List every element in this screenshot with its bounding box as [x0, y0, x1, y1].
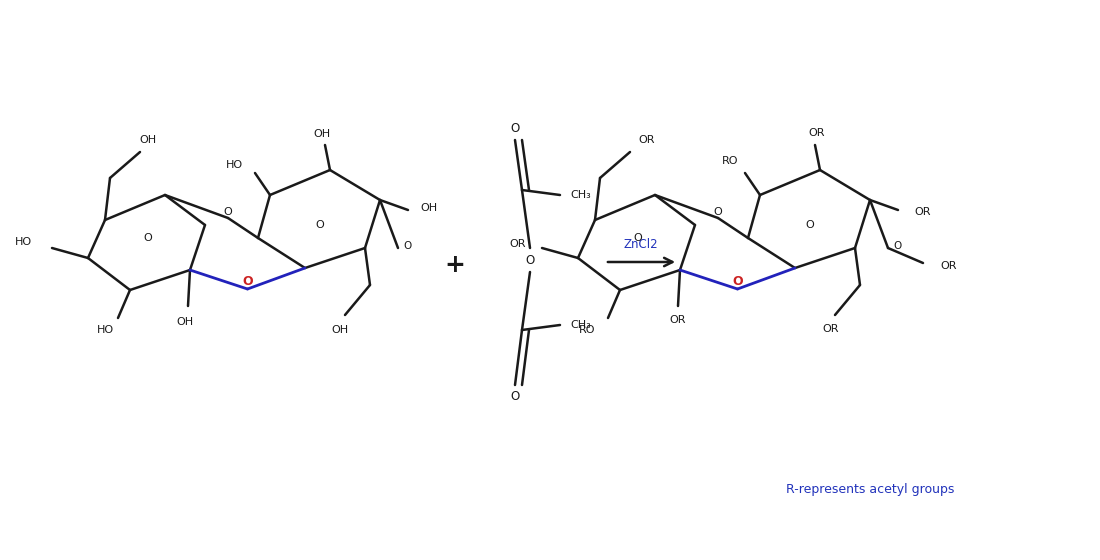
Text: OH: OH: [331, 325, 349, 335]
Text: ZnCl2: ZnCl2: [624, 237, 658, 250]
Text: O: O: [316, 220, 324, 230]
Text: OR: OR: [823, 324, 839, 334]
Text: OR: OR: [670, 315, 686, 325]
Text: CH₃: CH₃: [570, 320, 591, 330]
Text: RO: RO: [579, 325, 595, 335]
Text: O: O: [634, 233, 642, 243]
Text: O: O: [510, 390, 519, 404]
Text: O: O: [223, 207, 232, 217]
Text: OH: OH: [140, 135, 156, 145]
Text: OH: OH: [314, 129, 331, 139]
Text: HO: HO: [97, 325, 113, 335]
Text: O: O: [805, 220, 814, 230]
Text: O: O: [404, 241, 412, 251]
Text: R-represents acetyl groups: R-represents acetyl groups: [785, 483, 954, 497]
Text: O: O: [894, 241, 902, 251]
Text: OR: OR: [940, 261, 957, 271]
Text: O: O: [714, 207, 723, 217]
Text: OR: OR: [914, 207, 931, 217]
Text: O: O: [526, 254, 535, 267]
Text: HO: HO: [226, 160, 243, 170]
Text: +: +: [444, 253, 465, 277]
Text: O: O: [510, 122, 519, 134]
Text: OR: OR: [808, 128, 825, 138]
Text: CH₃: CH₃: [570, 190, 591, 200]
Text: OH: OH: [420, 203, 437, 213]
Text: OR: OR: [638, 135, 654, 145]
Text: O: O: [733, 274, 742, 287]
Text: O: O: [242, 274, 253, 287]
Text: OR: OR: [509, 239, 526, 249]
Text: RO: RO: [722, 156, 738, 166]
Text: HO: HO: [15, 237, 32, 247]
Text: O: O: [144, 233, 153, 243]
Text: OH: OH: [176, 317, 194, 327]
